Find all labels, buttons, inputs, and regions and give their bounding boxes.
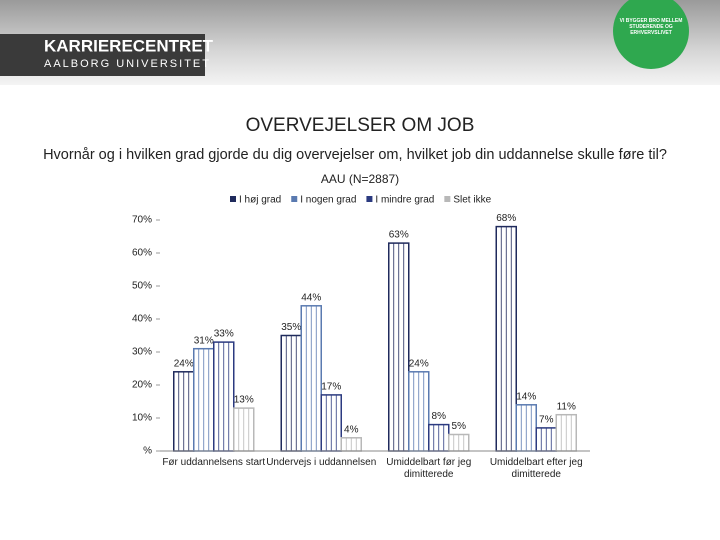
value-label: 35% (281, 322, 301, 333)
legend-marker (444, 196, 451, 202)
x-label-wrap: Før uddannelsens start (162, 457, 266, 468)
value-label: 8% (432, 411, 447, 422)
value-label: 17% (321, 382, 341, 393)
slide-title: OVERVEJELSER OM JOB (246, 115, 475, 136)
x-tick-label: Umiddelbart før jeg dimitterede (386, 457, 472, 480)
value-label: 68% (496, 213, 516, 224)
x-tick-label: Før uddannelsens start (162, 457, 266, 468)
x-label-wrap: Umiddelbart efter jeg dimitterede (489, 457, 583, 480)
logo-title: KARRIERECENTRET (44, 36, 214, 55)
value-label: 13% (234, 395, 254, 406)
y-tick-label: 30% (132, 347, 152, 358)
logo-box (0, 34, 205, 76)
value-label: 14% (516, 391, 536, 402)
badge-wrap: VI BYGGER BRO MELLEM STUDERENDE OG ERHVE… (619, 18, 683, 36)
legend-marker (366, 196, 373, 202)
chart-title: AAU (N=2887) (321, 172, 399, 186)
y-tick-label: 50% (132, 281, 152, 292)
legend-marker (291, 196, 298, 202)
badge-circle (613, 0, 689, 69)
legend-marker (230, 196, 236, 202)
value-label: 24% (409, 358, 429, 369)
legend-label: Slet ikke (453, 195, 491, 206)
value-label: 5% (452, 421, 467, 432)
x-tick-label: Umiddelbart efter jeg dimitterede (489, 457, 583, 480)
legend-label: I nogen grad (300, 195, 356, 206)
value-label: 4% (344, 424, 359, 435)
legend-label: I mindre grad (375, 195, 434, 206)
x-label-wrap: Umiddelbart før jeg dimitterede (386, 457, 472, 480)
value-label: 63% (389, 230, 409, 241)
badge-text: VI BYGGER BRO MELLEM STUDERENDE OG ERHVE… (619, 18, 683, 36)
value-label: 31% (194, 335, 214, 346)
value-label: 11% (557, 401, 576, 412)
logo-subtitle: AALBORG UNIVERSITET (44, 58, 211, 70)
x-label-wrap: Undervejs i uddannelsen (266, 457, 377, 468)
y-tick-label: 10% (132, 413, 152, 424)
question: Hvornår og i hvilken grad gjorde du dig … (43, 147, 667, 163)
y-tick-label: % (143, 446, 152, 457)
x-tick-label: Undervejs i uddannelsen (266, 457, 377, 468)
value-label: 24% (174, 358, 194, 369)
legend-label: I høj grad (239, 195, 281, 206)
y-tick-label: 70% (132, 215, 152, 226)
y-tick-label: 60% (132, 248, 152, 259)
value-label: 33% (214, 329, 234, 340)
value-label: 7% (539, 415, 554, 426)
y-tick-label: 20% (132, 380, 152, 391)
value-label: 44% (301, 292, 321, 303)
y-tick-label: 40% (132, 314, 152, 325)
